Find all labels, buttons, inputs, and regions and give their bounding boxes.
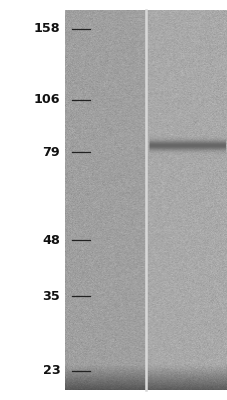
Text: 23: 23	[42, 364, 60, 378]
Text: 158: 158	[34, 22, 60, 36]
Text: 48: 48	[42, 234, 60, 247]
Text: 106: 106	[34, 93, 60, 106]
Text: 35: 35	[42, 290, 60, 303]
Text: 79: 79	[42, 146, 60, 158]
